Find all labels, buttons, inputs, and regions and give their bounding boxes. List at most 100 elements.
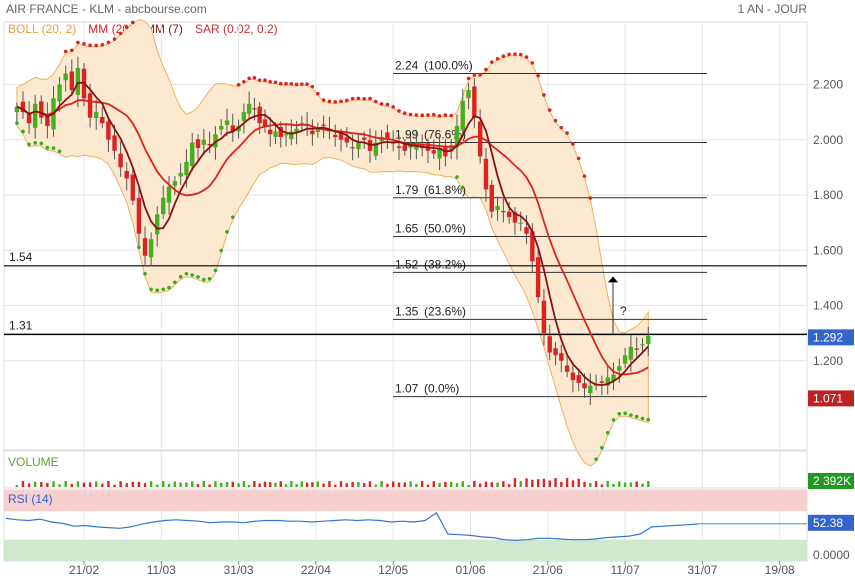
volume-bar	[191, 481, 194, 487]
volume-bar	[173, 481, 177, 487]
bollinger-bands	[16, 19, 649, 467]
volume-bar	[64, 481, 67, 487]
volume-bar	[202, 481, 206, 487]
sar-dot	[310, 84, 315, 89]
target-question-mark: ?	[620, 304, 627, 318]
candle-body	[646, 335, 651, 344]
sar-dot	[345, 98, 349, 103]
candle-body	[201, 139, 207, 145]
candle-body	[564, 365, 570, 372]
candle-body	[547, 336, 552, 353]
candle-body	[628, 346, 634, 360]
candle-body	[472, 86, 477, 118]
volume-bar	[196, 483, 200, 487]
sar-dot	[321, 98, 326, 102]
volume-bar	[415, 483, 418, 487]
candle-body	[20, 101, 26, 113]
candle-body	[396, 146, 402, 149]
sar-dot	[305, 82, 309, 86]
sar-dot	[513, 52, 517, 56]
sar-dot	[94, 43, 99, 48]
sar-dot	[547, 108, 552, 112]
volume-bar	[131, 481, 135, 487]
sar-dot	[124, 25, 129, 30]
sar-dot	[242, 79, 246, 84]
volume-bar	[560, 481, 563, 487]
volume-bar	[409, 481, 412, 487]
volume-bar	[461, 481, 464, 487]
candle-body	[112, 135, 117, 151]
fibonacci-value: 1.52	[395, 257, 419, 271]
sar-dot	[536, 74, 540, 78]
candle-body	[599, 381, 605, 383]
volume-bar	[328, 481, 331, 487]
candle-body	[321, 124, 326, 126]
volume-bar	[635, 481, 638, 487]
sar-dot	[236, 82, 241, 87]
sar-dot	[33, 141, 37, 145]
volume-bar	[58, 484, 61, 487]
candle-body	[45, 113, 50, 126]
chart-title: AIR FRANCE - KLM - abcbourse.com	[6, 2, 207, 16]
fibonacci-value: 1.99	[395, 128, 419, 142]
volume-bar	[95, 481, 98, 487]
sar-dot	[167, 285, 171, 290]
price-panel-frame	[3, 21, 808, 451]
candle-body	[512, 212, 518, 223]
volume-bar	[502, 481, 505, 487]
volume-bar	[21, 481, 25, 487]
candle-body	[605, 377, 610, 386]
candle-body	[634, 348, 639, 350]
price-tick-label: 1.600	[813, 243, 843, 257]
candle-body	[87, 93, 93, 118]
fibonacci-levels: 2.24 (100.0%)1.99 (76.6%)1.79 (61.8%)1.65 (5…	[393, 58, 707, 398]
volume-bar	[15, 485, 19, 487]
candle-body	[640, 344, 645, 346]
volume-bar	[46, 482, 49, 487]
sar-dot	[149, 287, 153, 292]
date-tick-label: 19/08	[765, 563, 795, 577]
candle-body	[224, 120, 230, 125]
candle-body	[553, 348, 558, 356]
volume-bar	[351, 481, 354, 487]
sar-dot	[402, 111, 407, 115]
candle-body	[495, 206, 500, 211]
candle-body	[506, 211, 512, 218]
candle-body	[501, 210, 506, 213]
sar-dot	[455, 175, 459, 179]
sar-dot	[368, 96, 372, 101]
sar-dot	[252, 76, 257, 80]
candle-body	[75, 67, 81, 95]
volume-bar	[536, 479, 540, 487]
volume-bar	[119, 481, 122, 487]
sar-dot	[646, 417, 651, 422]
candle-body	[294, 128, 299, 132]
candle-body	[408, 145, 413, 148]
sar-dot	[294, 82, 299, 87]
candle-body	[172, 181, 178, 186]
sar-dot	[478, 72, 482, 77]
volume-bar	[339, 481, 343, 487]
sar-dot	[196, 275, 200, 279]
date-tick-label: 01/06	[455, 563, 485, 577]
sar-dot	[300, 82, 304, 86]
volume-bar	[444, 481, 447, 487]
volume-bar	[225, 482, 229, 487]
volume-bar	[179, 482, 182, 487]
price-tick-label: 2.000	[813, 133, 843, 147]
sar-dot	[284, 81, 288, 86]
volume-bar	[606, 481, 609, 487]
candle-body	[148, 239, 154, 258]
sar-dot	[640, 416, 645, 421]
sar-dot	[385, 102, 390, 107]
sar-dot	[449, 113, 453, 118]
period-label[interactable]: 1 AN - JOUR	[738, 2, 808, 16]
candle-body	[178, 172, 183, 177]
candle-body	[344, 137, 350, 143]
legend-item: SAR (0.02, 0.2)	[195, 22, 278, 36]
volume-badge: 2 392K	[813, 474, 851, 488]
volume-bar	[357, 481, 360, 487]
candle-body	[489, 184, 494, 212]
rsi-zero-label: 0.0000	[813, 548, 850, 562]
